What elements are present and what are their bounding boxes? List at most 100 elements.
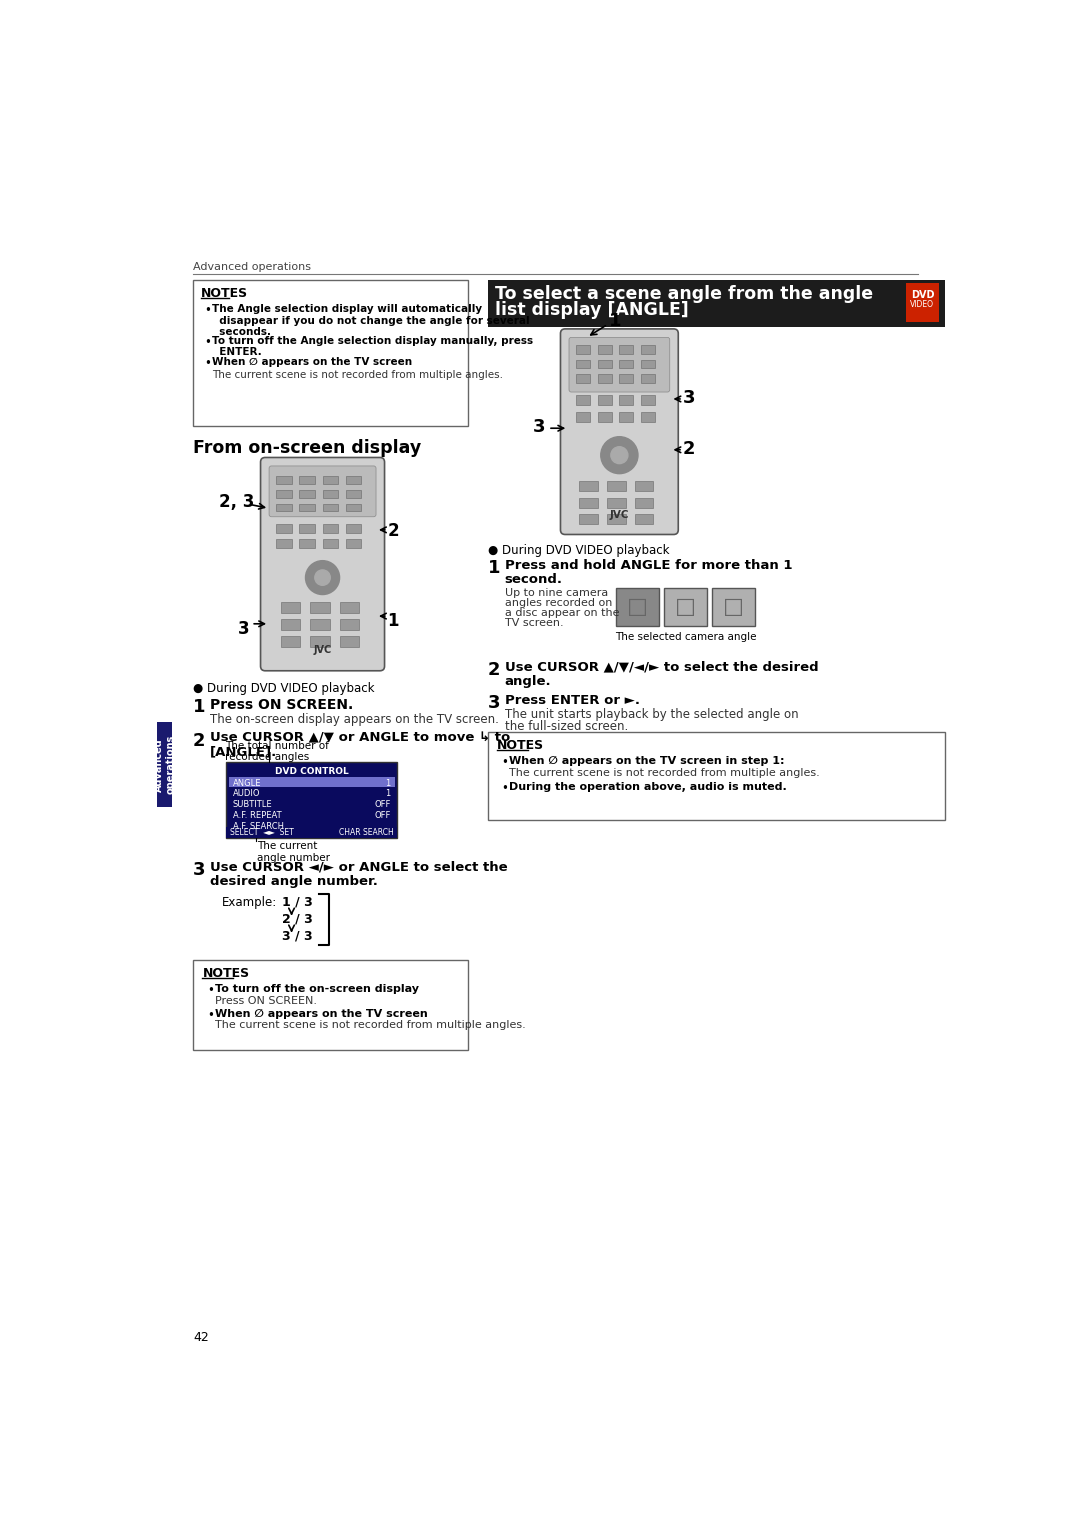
Text: 2: 2	[683, 440, 696, 458]
Text: Use CURSOR ▲/▼/◄/► to select the desired: Use CURSOR ▲/▼/◄/► to select the desired	[504, 660, 819, 674]
Text: CHAR SEARCH: CHAR SEARCH	[339, 828, 394, 837]
Text: During the operation above, audio is muted.: During the operation above, audio is mut…	[510, 782, 787, 793]
Text: 3 / 3: 3 / 3	[282, 929, 313, 943]
Bar	[607, 498, 625, 507]
Bar	[597, 413, 611, 422]
Text: To turn off the on-screen display: To turn off the on-screen display	[215, 984, 419, 995]
Bar	[323, 539, 338, 549]
Bar	[323, 504, 338, 512]
Bar	[276, 475, 292, 484]
Text: Up to nine camera: Up to nine camera	[504, 588, 608, 597]
Bar	[597, 374, 611, 384]
Bar	[607, 513, 625, 524]
Text: 3: 3	[238, 620, 249, 639]
Bar	[157, 723, 172, 807]
Bar	[227, 827, 397, 837]
Bar	[281, 602, 300, 613]
Text: ANGLE: ANGLE	[232, 779, 261, 787]
Bar	[323, 490, 338, 498]
Text: 2 / 3: 2 / 3	[282, 912, 313, 926]
Text: A.F. SEARCH: A.F. SEARCH	[232, 822, 284, 831]
Bar	[579, 481, 597, 492]
Bar	[663, 588, 707, 626]
Bar	[576, 413, 590, 422]
Text: Use CURSOR ▲/▼ or ANGLE to move ↳ to: Use CURSOR ▲/▼ or ANGLE to move ↳ to	[211, 732, 511, 744]
Text: TV screen.: TV screen.	[504, 617, 564, 628]
Text: 1: 1	[193, 698, 205, 715]
Bar	[276, 490, 292, 498]
Text: VIDEO: VIDEO	[910, 301, 934, 309]
Bar	[607, 481, 625, 492]
FancyBboxPatch shape	[269, 466, 376, 516]
Text: When ∅ appears on the TV screen: When ∅ appears on the TV screen	[212, 358, 411, 367]
Text: OFF: OFF	[375, 801, 391, 810]
Bar	[346, 524, 362, 533]
Text: list display [ANGLE]: list display [ANGLE]	[496, 301, 689, 319]
Text: Example:: Example:	[221, 895, 278, 909]
Bar	[576, 374, 590, 384]
Bar	[299, 504, 314, 512]
Text: SELECT  ◄►  SET: SELECT ◄► SET	[230, 828, 294, 837]
Bar	[339, 636, 359, 646]
Bar	[576, 396, 590, 405]
Text: When ∅ appears on the TV screen in step 1:: When ∅ appears on the TV screen in step …	[510, 756, 785, 766]
Text: •: •	[204, 336, 211, 348]
Bar	[906, 284, 939, 322]
Bar	[323, 475, 338, 484]
Text: JVC: JVC	[609, 510, 630, 520]
Text: 1: 1	[386, 790, 391, 798]
Circle shape	[600, 437, 638, 474]
Bar	[597, 396, 611, 405]
Text: Press ENTER or ►.: Press ENTER or ►.	[504, 694, 639, 707]
Text: a disc appear on the: a disc appear on the	[504, 608, 619, 617]
Text: angle.: angle.	[504, 675, 551, 688]
Text: From on-screen display: From on-screen display	[193, 439, 421, 457]
Bar	[642, 413, 656, 422]
Text: DVD: DVD	[910, 290, 934, 299]
Text: 1: 1	[386, 779, 391, 787]
Bar	[576, 345, 590, 353]
Bar	[579, 513, 597, 524]
Circle shape	[314, 570, 330, 585]
Text: When ∅ appears on the TV screen: When ∅ appears on the TV screen	[215, 1008, 428, 1019]
Text: The current scene is not recorded from multiple angles.: The current scene is not recorded from m…	[215, 1021, 526, 1030]
Text: The current scene is not recorded from multiple angles.: The current scene is not recorded from m…	[212, 370, 502, 379]
Text: □: □	[626, 597, 648, 617]
Text: NOTES: NOTES	[201, 287, 248, 301]
Circle shape	[611, 446, 627, 463]
Bar	[619, 413, 633, 422]
Text: second.: second.	[504, 573, 563, 585]
Bar	[346, 539, 362, 549]
Bar	[276, 504, 292, 512]
Bar	[619, 359, 633, 368]
Bar	[488, 732, 945, 821]
Text: OFF: OFF	[375, 811, 391, 821]
Text: 2: 2	[388, 523, 400, 541]
Bar	[193, 280, 469, 426]
Text: 3: 3	[532, 419, 545, 435]
Bar	[299, 524, 314, 533]
Text: 3: 3	[488, 694, 500, 712]
Text: The on-screen display appears on the TV screen.: The on-screen display appears on the TV …	[211, 714, 499, 726]
Bar	[642, 396, 656, 405]
Text: 42: 42	[193, 1331, 208, 1343]
Text: Press ON SCREEN.: Press ON SCREEN.	[211, 698, 353, 712]
Text: NOTES: NOTES	[497, 740, 544, 752]
Text: •: •	[207, 984, 214, 998]
Bar	[576, 359, 590, 368]
Text: 1: 1	[388, 613, 400, 630]
Text: The unit starts playback by the selected angle on: The unit starts playback by the selected…	[504, 707, 798, 721]
Text: Press ON SCREEN.: Press ON SCREEN.	[215, 996, 316, 1005]
Text: 1: 1	[609, 312, 622, 330]
Text: The selected camera angle: The selected camera angle	[616, 633, 757, 642]
Bar	[229, 778, 394, 787]
Bar	[635, 498, 653, 507]
Text: •: •	[207, 1008, 214, 1022]
Text: 1 / 3: 1 / 3	[282, 895, 313, 909]
Text: JVC: JVC	[313, 645, 332, 654]
Text: □: □	[675, 597, 696, 617]
Bar	[642, 359, 656, 368]
Bar	[310, 619, 329, 630]
Bar	[616, 588, 659, 626]
Text: 2: 2	[193, 732, 205, 750]
